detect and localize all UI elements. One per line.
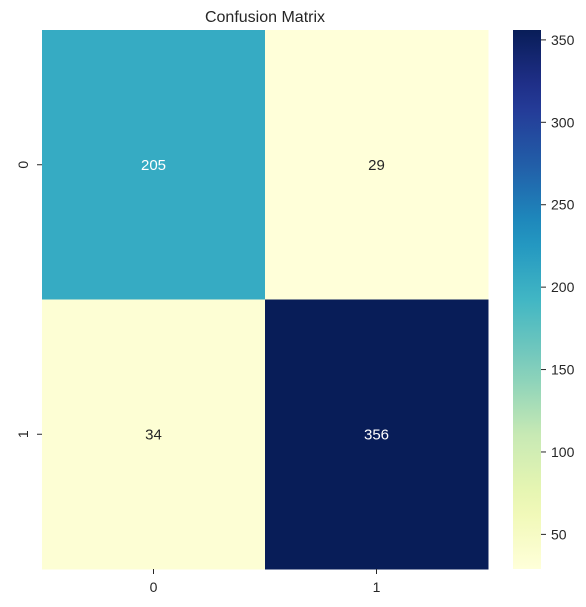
- heatmap-cell: [265, 299, 489, 570]
- colorbar-tick-label: 350: [551, 32, 575, 48]
- colorbar-tick-label: 150: [551, 362, 575, 378]
- chart-title: Confusion Matrix: [205, 9, 325, 26]
- colorbar-tick-label: 200: [551, 279, 575, 295]
- colorbar-ticks: 50 100 150 200 250 300 350: [541, 32, 575, 542]
- colorbar-tick-label: 300: [551, 114, 575, 130]
- heatmap-cell: [265, 30, 489, 300]
- colorbar: [513, 30, 541, 569]
- heatmap-cells: 205 29 34 356: [42, 30, 489, 570]
- colorbar-tick-label: 100: [551, 444, 575, 460]
- cell-value-label: 34: [145, 426, 162, 443]
- heatmap-cell: [42, 30, 266, 300]
- colorbar-tick-label: 250: [551, 197, 575, 213]
- x-tick-label: 0: [150, 579, 158, 595]
- y-tick-label: 0: [15, 161, 31, 169]
- y-tick-label: 1: [15, 430, 31, 438]
- cell-value-label: 29: [368, 157, 385, 174]
- y-axis-ticks: 01: [15, 161, 42, 438]
- cell-value-label: 356: [364, 426, 389, 443]
- colorbar-tick-label: 50: [551, 526, 567, 542]
- heatmap-cell: [42, 299, 266, 570]
- cell-value-label: 205: [141, 157, 166, 174]
- x-tick-label: 1: [373, 579, 381, 595]
